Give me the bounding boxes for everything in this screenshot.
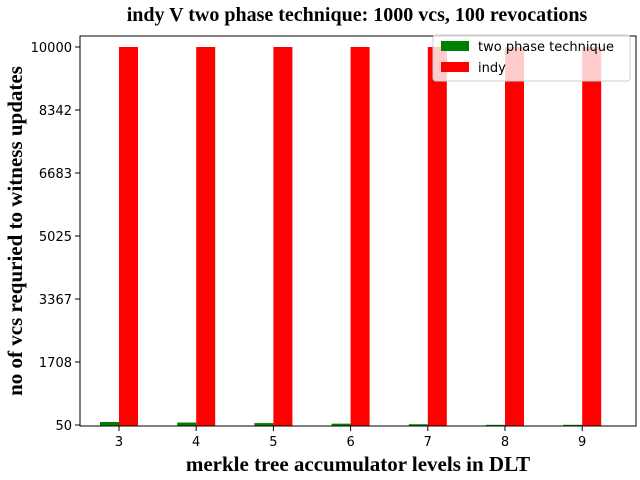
x-tick-label-7: 7 bbox=[424, 435, 432, 450]
legend-swatch-two-phase-technique bbox=[441, 41, 469, 51]
y-tick-label-6683: 6683 bbox=[39, 167, 72, 182]
y-axis-label: no of vcs requried to witness updates bbox=[3, 66, 27, 396]
legend-label-indy: indy bbox=[478, 61, 506, 76]
bar-two-phase-technique-5 bbox=[254, 423, 274, 426]
bar-indy-7 bbox=[427, 47, 447, 426]
y-axis: 50 1708 3367 5025 6683 8342 10000 bbox=[31, 41, 80, 434]
x-tick-label-3: 3 bbox=[115, 435, 123, 450]
legend: two phase technique indy bbox=[432, 34, 631, 82]
legend-swatch-indy bbox=[441, 62, 469, 72]
x-tick-label-4: 4 bbox=[192, 435, 200, 450]
bar-two-phase-technique-7 bbox=[408, 424, 428, 426]
bar-two-phase-technique-6 bbox=[331, 423, 351, 426]
x-tick-label-6: 6 bbox=[346, 435, 354, 450]
bar-indy-8 bbox=[505, 47, 524, 426]
chart-title: indy V two phase technique: 1000 vcs, 10… bbox=[127, 4, 588, 26]
bar-indy-3 bbox=[119, 47, 138, 426]
x-tick-label-9: 9 bbox=[578, 435, 586, 450]
plot-border bbox=[79, 35, 637, 427]
bar-two-phase-technique-8 bbox=[486, 424, 505, 426]
y-tick-label-1708: 1708 bbox=[39, 356, 72, 371]
y-tick-label-3367: 3367 bbox=[39, 293, 72, 308]
y-tick-label-8342: 8342 bbox=[39, 104, 72, 119]
bar-two-phase-technique-4 bbox=[177, 422, 197, 426]
legend-label-two-phase-technique: two phase technique bbox=[478, 40, 614, 55]
y-tick-label-10000: 10000 bbox=[31, 41, 72, 56]
legend-box bbox=[432, 34, 631, 82]
bar-indy-6 bbox=[350, 47, 370, 426]
y-tick-label-5025: 5025 bbox=[39, 230, 72, 245]
bar-two-phase-technique-9 bbox=[563, 424, 583, 426]
x-tick-label-5: 5 bbox=[269, 435, 277, 450]
bars-group bbox=[100, 47, 602, 426]
bar-indy-5 bbox=[273, 47, 293, 426]
x-tick-label-8: 8 bbox=[501, 435, 509, 450]
bar-two-phase-technique-3 bbox=[100, 421, 119, 426]
plot-area bbox=[79, 35, 637, 427]
y-tick-label-50: 50 bbox=[55, 419, 72, 434]
bar-indy-4 bbox=[196, 47, 216, 426]
x-axis-label: merkle tree accumulator levels in DLT bbox=[186, 452, 530, 476]
x-axis: 3 4 5 6 7 8 9 bbox=[115, 426, 586, 450]
bar-indy-9 bbox=[582, 47, 602, 426]
